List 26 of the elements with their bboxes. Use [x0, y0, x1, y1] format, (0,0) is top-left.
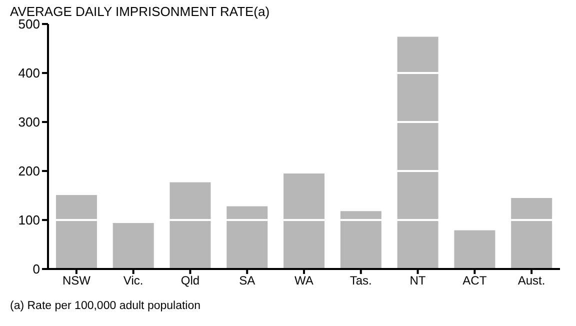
y-tick-label: 400	[18, 66, 40, 81]
x-tick-label: NT	[410, 274, 426, 288]
y-tick-label: 0	[32, 262, 40, 277]
bar	[340, 211, 382, 269]
chart-title: AVERAGE DAILY IMPRISONMENT RATE(a)	[10, 4, 270, 19]
bar	[226, 206, 268, 269]
y-tick-label: 300	[18, 114, 40, 130]
x-tick-label: ACT	[462, 274, 488, 288]
x-tick-label: Vic.	[123, 274, 144, 288]
x-tick-label: Qld	[180, 274, 200, 288]
bar	[112, 222, 154, 269]
bar	[397, 36, 438, 269]
x-tick-label: Aust.	[518, 274, 546, 288]
x-tick-label: WA	[294, 274, 314, 288]
y-tick-label: 100	[18, 212, 40, 228]
x-tick-label: NSW	[62, 274, 92, 288]
x-tick-label: SA	[239, 274, 256, 288]
bar	[56, 195, 97, 269]
bar	[170, 182, 211, 269]
bar	[511, 198, 552, 269]
y-tick-label: 200	[18, 164, 40, 179]
y-tick-label: 500	[18, 16, 40, 32]
x-tick-label: Tas.	[350, 274, 372, 288]
bar	[284, 173, 325, 269]
text: (a) Rate per 100,000 adult population	[10, 300, 201, 312]
bar	[454, 230, 496, 269]
